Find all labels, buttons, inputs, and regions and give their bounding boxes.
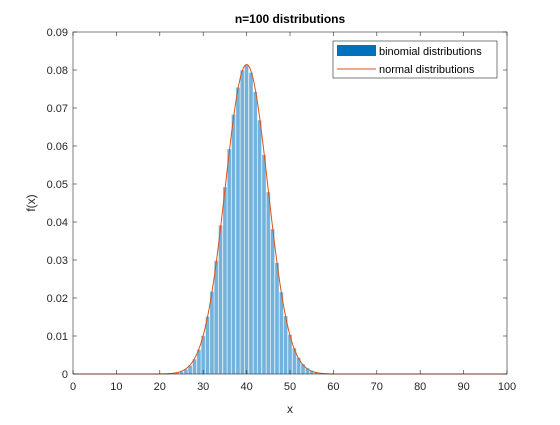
binomial-bar	[206, 317, 209, 374]
y-tick-label: 0.05	[47, 179, 68, 191]
y-tick-label: 0.04	[47, 217, 68, 229]
binomial-bar	[232, 115, 235, 374]
binomial-bar	[267, 192, 270, 374]
y-tick-label: 0.08	[47, 65, 68, 77]
x-tick-label: 60	[327, 381, 339, 393]
plot-area	[73, 32, 507, 374]
binomial-bar	[275, 263, 278, 374]
binomial-bar	[223, 187, 226, 374]
y-tick-label: 0.09	[47, 27, 68, 39]
binomial-bar	[197, 350, 200, 374]
y-tick-label: 0	[62, 369, 68, 381]
binomial-bar	[254, 92, 257, 374]
legend: binomial distributions normal distributi…	[333, 41, 497, 78]
x-axis-label: x	[287, 402, 293, 416]
binomial-bar	[228, 149, 231, 374]
y-tick-label: 0.02	[47, 293, 68, 305]
y-tick-label: 0.03	[47, 255, 68, 267]
binomial-bar	[188, 366, 191, 374]
binomial-bar	[214, 261, 217, 374]
binomial-bar	[210, 292, 213, 374]
x-tick-label: 20	[154, 381, 166, 393]
y-tick-label: 0.07	[47, 103, 68, 115]
legend-label-normal: normal distributions	[379, 64, 475, 76]
x-tick-label: 90	[457, 381, 469, 393]
legend-label-binomial: binomial distributions	[379, 46, 482, 58]
x-tick-label: 50	[284, 381, 296, 393]
y-axis-label: f(x)	[24, 194, 38, 211]
binomial-bar	[245, 65, 248, 374]
x-tick-label: 40	[240, 381, 252, 393]
binomial-bar	[241, 70, 244, 374]
chart-title: n=100 distributions	[235, 12, 346, 26]
x-tick-label: 0	[70, 381, 76, 393]
binomial-bar	[219, 225, 222, 374]
binomial-bar	[262, 155, 265, 374]
binomial-bar	[193, 359, 196, 374]
x-tick-label: 30	[197, 381, 209, 393]
binomial-bar	[201, 336, 204, 374]
binomial-bar	[280, 292, 283, 374]
x-tick-label: 70	[371, 381, 383, 393]
binomial-bar	[284, 316, 287, 374]
binomial-bar	[258, 120, 261, 374]
binomial-bar	[271, 229, 274, 374]
x-tick-label: 80	[414, 381, 426, 393]
legend-swatch-binomial	[337, 45, 376, 56]
binomial-bar	[249, 73, 252, 374]
x-tick-label: 100	[498, 381, 516, 393]
binomial-bar	[236, 88, 239, 374]
x-tick-label: 10	[110, 381, 122, 393]
y-tick-label: 0.06	[47, 141, 68, 153]
y-tick-label: 0.01	[47, 331, 68, 343]
